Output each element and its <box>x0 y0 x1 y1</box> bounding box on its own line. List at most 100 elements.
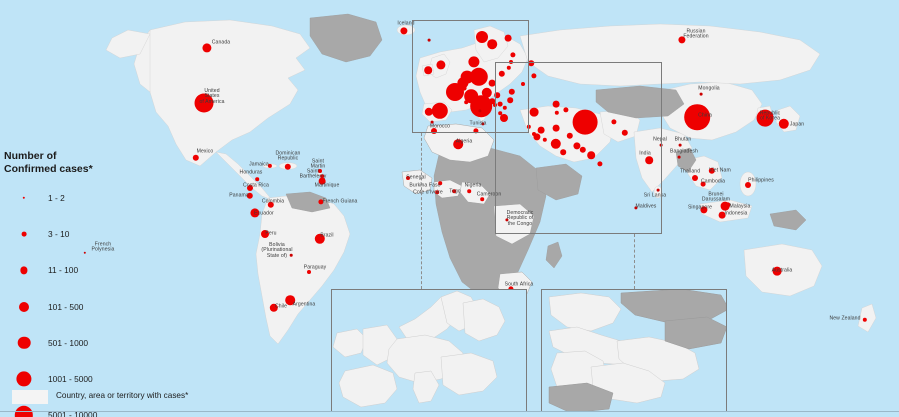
case-bubble-afghanistan <box>611 119 617 125</box>
case-bubble-cameroon <box>480 197 484 201</box>
case-bubble-indonesia <box>718 211 726 219</box>
legend-label: 101 - 500 <box>48 301 84 312</box>
case-bubble-albania <box>498 111 502 115</box>
case-bubble-qatar <box>579 146 587 154</box>
case-bubble-jamaica <box>267 163 273 169</box>
middle-east-source-frame <box>495 62 662 234</box>
legend-label: 3 - 10 <box>48 229 70 240</box>
case-bubble-sweden <box>487 39 497 49</box>
case-bubble-north-macedonia <box>502 105 508 111</box>
case-bubble-saint-barthelemy <box>320 174 324 178</box>
case-bubble-lithuania <box>506 65 512 71</box>
case-bubble-costa-rica <box>247 185 253 191</box>
case-bubble-hungary <box>494 92 500 98</box>
case-bubble-ecuador <box>250 208 260 218</box>
legend-area-swatch-label: Country, area or territory with cases* <box>56 391 189 400</box>
case-bubble-australia <box>772 266 782 276</box>
case-bubble-russian-federation <box>678 36 686 44</box>
legend-label: 5001 - 10000 <box>48 410 98 417</box>
legend-label: 1 - 2 <box>48 193 65 203</box>
europe-inset-panel: Faroe IslandsNorwaySwedenFinlandDenmarkI… <box>331 289 527 412</box>
case-bubble-turkey <box>529 107 539 117</box>
europe-source-frame <box>412 20 529 133</box>
case-bubble-iran <box>572 109 598 135</box>
case-bubble-burkina-faso <box>438 181 442 185</box>
case-bubble-greece <box>500 114 508 122</box>
case-bubble-nigeria <box>467 189 471 193</box>
case-bubble-democratic-republic-congo <box>505 218 509 222</box>
case-bubble-brazil <box>314 233 326 245</box>
legend-bubble-5 <box>16 371 32 387</box>
case-bubble-new-zealand <box>862 317 868 323</box>
case-bubble-san-marino <box>477 97 483 103</box>
case-bubble-holy-see <box>478 109 482 113</box>
case-bubble-faroe-islands <box>427 38 431 42</box>
case-bubble-finland <box>504 34 512 42</box>
case-bubble-united-kingdom <box>436 60 446 70</box>
case-bubble-argentina <box>285 295 295 305</box>
case-bubble-bulgaria <box>507 97 513 103</box>
case-bubble-french-polynesia <box>83 251 87 255</box>
case-bubble-bahrain <box>573 142 581 150</box>
case-bubble-togo <box>452 189 456 193</box>
case-bubble-cyprus <box>526 124 532 130</box>
case-bubble-serbia <box>497 101 503 107</box>
case-bubble-belgium <box>457 77 469 89</box>
legend-label: 11 - 100 <box>48 265 79 276</box>
legend-bubble-3 <box>19 301 29 312</box>
case-bubble-singapore <box>700 206 708 214</box>
case-bubble-martinique <box>318 177 326 185</box>
case-bubble-czech-republic <box>488 79 496 87</box>
case-bubble-luxembourg <box>461 85 467 91</box>
case-bubble-thailand <box>692 175 698 181</box>
case-bubble-egypt <box>550 138 562 150</box>
case-bubble-malta <box>481 122 485 126</box>
legend-label: 501 - 1000 <box>48 337 89 348</box>
case-bubble-oman <box>597 161 603 167</box>
case-bubble-jordan <box>542 137 548 143</box>
case-bubble-colombia <box>267 201 275 209</box>
case-bubble-iceland <box>400 27 408 35</box>
case-bubble-monaco <box>464 100 468 104</box>
case-bubble-kuwait <box>566 132 574 140</box>
case-bubble-bangladesh <box>677 155 681 159</box>
case-bubble-senegal <box>406 176 410 180</box>
case-bubble-portugal <box>424 107 434 117</box>
middle-east-inset-land <box>548 290 726 411</box>
case-bubble-malaysia <box>720 201 730 211</box>
case-bubble-gibraltar <box>430 120 434 124</box>
case-bubble-croatia <box>489 98 495 104</box>
case-bubble-saint-martin <box>318 169 322 173</box>
case-bubble-bhutan <box>678 143 682 147</box>
case-bubble-sri-lanka <box>656 188 660 192</box>
case-bubble-japan <box>778 118 790 130</box>
case-bubble-honduras <box>255 177 259 181</box>
case-bubble-pakistan <box>621 129 629 137</box>
case-bubble-occupied-palestinian-territory <box>532 132 536 136</box>
middle-east-connector <box>634 234 635 289</box>
case-bubble-romania <box>508 88 516 96</box>
case-bubble-panama <box>246 192 254 200</box>
case-bubble-spain <box>431 102 449 120</box>
case-bubble-mexico <box>192 154 200 162</box>
case-bubble-norway <box>476 31 488 43</box>
legend-bubble-4 <box>17 336 31 350</box>
case-bubble-paraguay <box>307 270 311 274</box>
case-bubble-viet-nam <box>708 167 716 175</box>
case-bubble-ukraine <box>531 73 537 79</box>
case-bubble-belarus <box>528 60 534 66</box>
case-bubble-republic-of-moldova <box>521 82 525 86</box>
case-bubble-united-arab-emirates <box>587 151 595 159</box>
case-bubble-saudi-arabia <box>560 149 566 155</box>
footer-rule <box>0 411 899 412</box>
legend-area-swatch <box>12 390 48 404</box>
case-bubble-georgia <box>552 100 560 108</box>
case-bubble-united-states <box>194 93 214 113</box>
legend-bubble-1 <box>21 231 27 237</box>
case-bubble-lebanon <box>537 126 545 134</box>
case-bubble-morocco <box>431 128 437 134</box>
case-bubble-maldives <box>634 206 638 210</box>
case-bubble-algeria <box>453 139 463 149</box>
